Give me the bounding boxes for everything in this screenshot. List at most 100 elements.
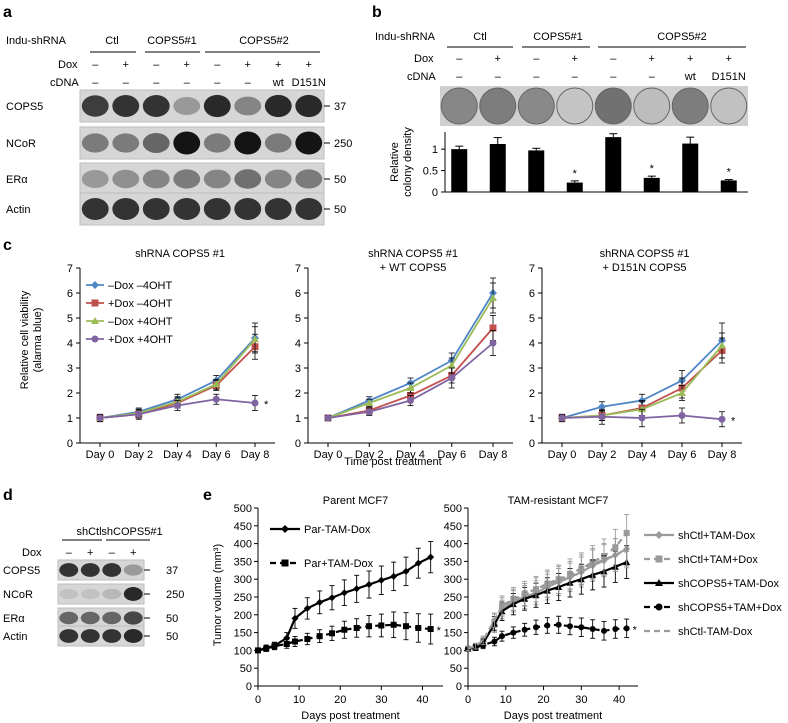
- panel-c-viability: Relative cell viability (alarma blue) Time…: [19, 248, 742, 468]
- c-point: [174, 402, 181, 409]
- a-band: [142, 95, 170, 117]
- e-y-tick-label: 100: [444, 645, 462, 657]
- a-dox-lane: +: [275, 59, 281, 71]
- e-point: [255, 647, 261, 654]
- a-blot-label: NCoR: [6, 138, 36, 150]
- c-x-tick-label: Day 0: [86, 449, 115, 461]
- e-point: [533, 624, 539, 631]
- e-point: [414, 559, 422, 567]
- a-blot-label: Actin: [6, 204, 30, 216]
- d-mw-label: 50: [166, 613, 178, 625]
- a-lane-labels: – – + – – – + – – – + – + wt + D151N: [92, 59, 326, 89]
- c-y-tick-label: 7: [529, 263, 535, 275]
- a-band: [264, 198, 292, 220]
- b-bar: [489, 144, 506, 192]
- b-dox-lane: +: [649, 53, 655, 65]
- b-lane-labels: – – + – – – + – – – + – + wt + D151N: [456, 53, 746, 83]
- b-cdna-lane: D151N: [712, 71, 746, 83]
- c-significance-star: *: [264, 399, 269, 411]
- c-y-tick-label: 0: [295, 438, 301, 450]
- c-point: [678, 389, 686, 396]
- e-x-label: Days post treatment: [504, 710, 602, 722]
- e-legend-marker: [655, 579, 663, 586]
- e-x-tick-label: 40: [613, 694, 625, 706]
- a-band: [81, 169, 109, 189]
- b-indu-shrna-label: Indu-shRNA: [375, 31, 436, 43]
- a-band: [264, 133, 292, 153]
- c-y-tick-label: 1: [67, 413, 73, 425]
- c-legend-label: –Dox +4OHT: [108, 316, 173, 328]
- d-mw-label: 250: [166, 589, 184, 601]
- a-band: [295, 169, 323, 189]
- a-band: [81, 198, 109, 220]
- d-band: [59, 563, 79, 577]
- a-dox-lane: +: [123, 59, 129, 71]
- a-band: [203, 198, 231, 220]
- c-point: [598, 413, 606, 421]
- c-y-label-line1: Relative cell viability: [19, 290, 31, 389]
- c-chart-subtitle: + D151N COPS5: [602, 262, 686, 274]
- c-y-tick-label: 1: [529, 413, 535, 425]
- e-point: [304, 636, 311, 643]
- a-dox-lane: –: [214, 59, 221, 71]
- a-blot-1: NCoR 250: [6, 126, 352, 160]
- b-colony-dish: [517, 87, 555, 125]
- a-band: [173, 169, 201, 189]
- c-point: [135, 410, 143, 418]
- b-colony-dish: [440, 87, 478, 125]
- e-point: [329, 630, 335, 637]
- b-dox-lane: –: [533, 53, 540, 65]
- c-y-tick-label: 0: [67, 438, 73, 450]
- c-point: [638, 414, 646, 422]
- a-dox-lane: +: [306, 59, 312, 71]
- e-point: [499, 633, 505, 640]
- d-band: [123, 564, 143, 576]
- e-series-line: [257, 556, 432, 652]
- e-point: [612, 626, 619, 633]
- e-point: [567, 623, 573, 630]
- e-x-tick-label: 0: [255, 694, 261, 706]
- a-dox-lane: +: [245, 59, 251, 71]
- b-bar: [682, 143, 699, 192]
- e-x-tick-label: 40: [416, 694, 428, 706]
- e-point: [341, 626, 348, 633]
- b-cdna-lane: –: [649, 71, 656, 83]
- e-point: [292, 638, 298, 645]
- e-point: [316, 633, 323, 640]
- c-legend-marker: [91, 281, 99, 289]
- e-significance-star: *: [633, 624, 638, 636]
- d-band: [102, 629, 122, 643]
- c-point: [718, 341, 726, 349]
- d-band: [59, 611, 79, 625]
- d-mw-label: 50: [166, 631, 178, 643]
- a-band: [234, 131, 262, 155]
- d-band: [102, 588, 122, 600]
- d-dox-lane: +: [130, 547, 136, 559]
- c-x-tick-label: Day 4: [163, 449, 192, 461]
- c-point: [365, 408, 373, 416]
- e-point: [316, 598, 324, 606]
- c-chart-title: shRNA COPS5 #1: [135, 248, 225, 260]
- a-band: [295, 198, 323, 220]
- e-point: [544, 622, 551, 629]
- e-series-line: [467, 623, 627, 650]
- b-y-label-line2: colony density: [402, 127, 414, 197]
- b-dox-lane: –: [456, 53, 463, 65]
- e-point: [555, 621, 562, 628]
- c-point: [489, 294, 497, 301]
- b-colony-dish: [633, 87, 671, 125]
- d-blot-label: COPS5: [3, 565, 40, 577]
- c-legend-marker: [91, 335, 99, 343]
- c-y-tick-label: 4: [67, 338, 73, 350]
- e-y-tick-label: 0: [456, 681, 462, 693]
- e-series-line: [467, 549, 628, 650]
- a-blot-3: Actin 50: [6, 192, 346, 226]
- e-point: [578, 624, 585, 631]
- d-mw-label: 37: [166, 565, 178, 577]
- a-dox-lane: +: [184, 59, 190, 71]
- e-legend-label: shCtl+TAM+Dox: [678, 554, 758, 566]
- e-legend-marker: [655, 603, 663, 611]
- c-x-tick-label: Day 6: [668, 449, 697, 461]
- c-point: [212, 380, 221, 388]
